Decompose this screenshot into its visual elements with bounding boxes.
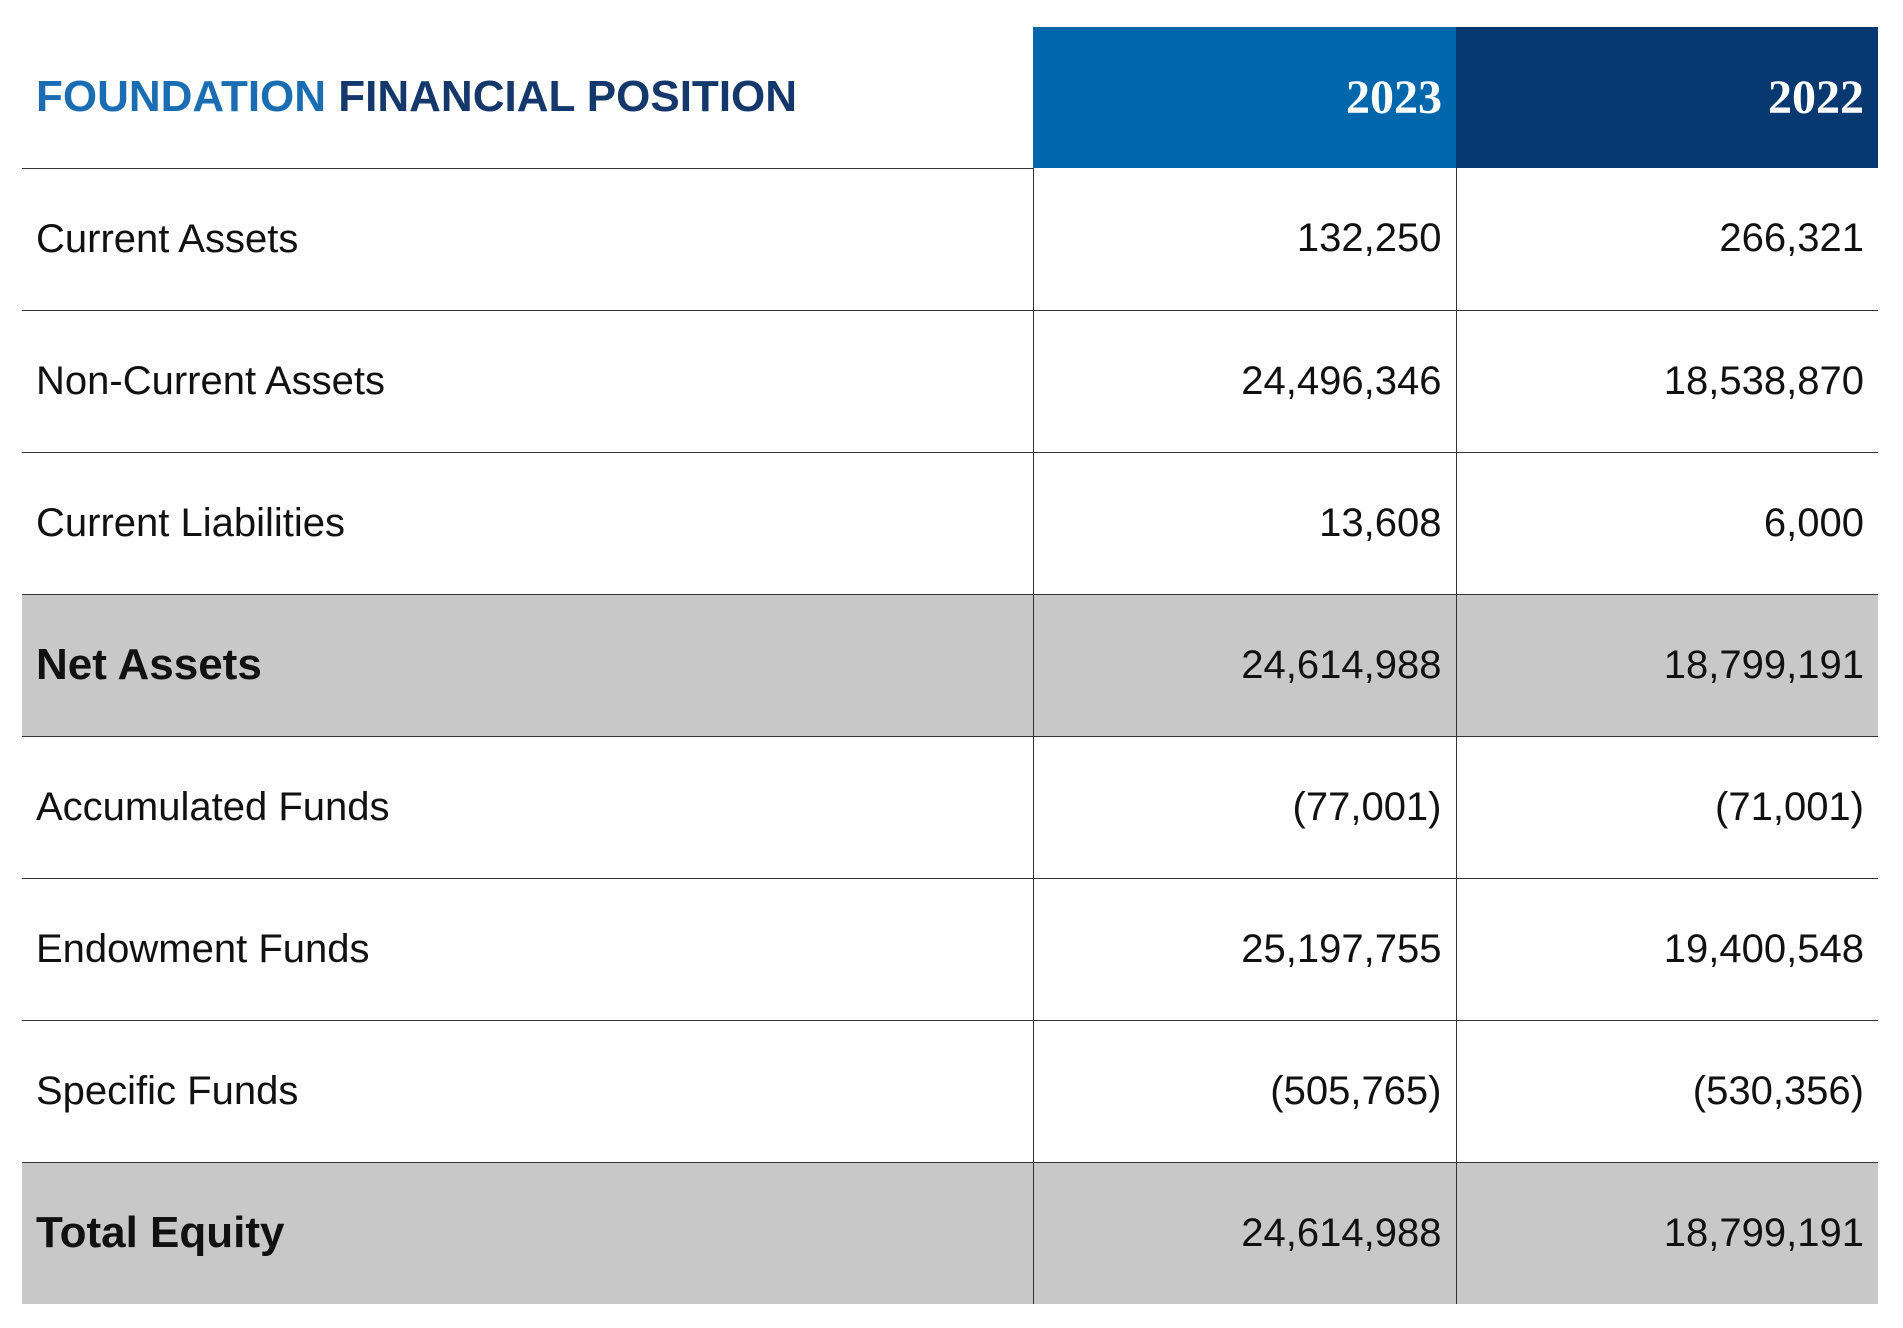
column-header: 2022 [1456, 27, 1878, 168]
table-body: Current Assets 132,250 266,321 Non-Current … [22, 168, 1878, 1304]
cell-value: (71,001) [1455, 736, 1878, 879]
cell-value: 18,799,191 [1455, 1162, 1878, 1304]
cell-value: 24,614,988 [1032, 594, 1456, 737]
table-head: FOUNDATION FINANCIAL POSITION 2023 2022 [22, 27, 1878, 169]
table-row: Specific Funds (505,765) (530,356) [22, 1020, 1878, 1163]
table-row: Current Assets 132,250 266,321 [22, 168, 1878, 311]
cell-value: 24,496,346 [1032, 310, 1456, 453]
table-row: Accumulated Funds (77,001) (71,001) [22, 736, 1878, 879]
row-label: Total Equity [22, 1162, 1033, 1304]
table-row: Net Assets 24,614,988 18,799,191 [22, 594, 1878, 737]
cell-value: 266,321 [1455, 168, 1878, 311]
row-label: Endowment Funds [22, 878, 1033, 1021]
cell-value: 24,614,988 [1032, 1162, 1456, 1304]
cell-value: (530,356) [1455, 1020, 1878, 1163]
table-row: Non-Current Assets 24,496,346 18,538,870 [22, 310, 1878, 453]
cell-value: (77,001) [1032, 736, 1456, 879]
table-row: Total Equity 24,614,988 18,799,191 [22, 1162, 1878, 1304]
financial-table: FOUNDATION FINANCIAL POSITION 2023 2022 … [22, 27, 1878, 1304]
row-label: Non-Current Assets [22, 310, 1033, 453]
row-label: Net Assets [22, 594, 1033, 737]
row-label: Current Liabilities [22, 452, 1033, 595]
table-row: Current Liabilities 13,608 6,000 [22, 452, 1878, 595]
cell-value: 6,000 [1455, 452, 1878, 595]
cell-value: 18,538,870 [1455, 310, 1878, 453]
cell-value: 13,608 [1032, 452, 1456, 595]
row-label: Current Assets [22, 168, 1033, 311]
cell-value: 25,197,755 [1032, 878, 1456, 1021]
row-label: Specific Funds [22, 1020, 1033, 1163]
title-part: FINANCIAL POSITION [338, 72, 798, 122]
column-header: 2023 [1033, 27, 1456, 168]
cell-value: (505,765) [1032, 1020, 1456, 1163]
header-row: FOUNDATION FINANCIAL POSITION 2023 2022 [22, 27, 1878, 169]
table-wrap: FOUNDATION FINANCIAL POSITION 2023 2022 … [22, 27, 1878, 1304]
cell-value: 132,250 [1032, 168, 1456, 311]
cell-value: 19,400,548 [1455, 878, 1878, 1021]
title-part: FOUNDATION [36, 72, 327, 122]
row-label: Accumulated Funds [22, 736, 1033, 879]
table-title: FOUNDATION FINANCIAL POSITION [22, 27, 1033, 169]
cell-value: 18,799,191 [1455, 594, 1878, 737]
table-row: Endowment Funds 25,197,755 19,400,548 [22, 878, 1878, 1021]
